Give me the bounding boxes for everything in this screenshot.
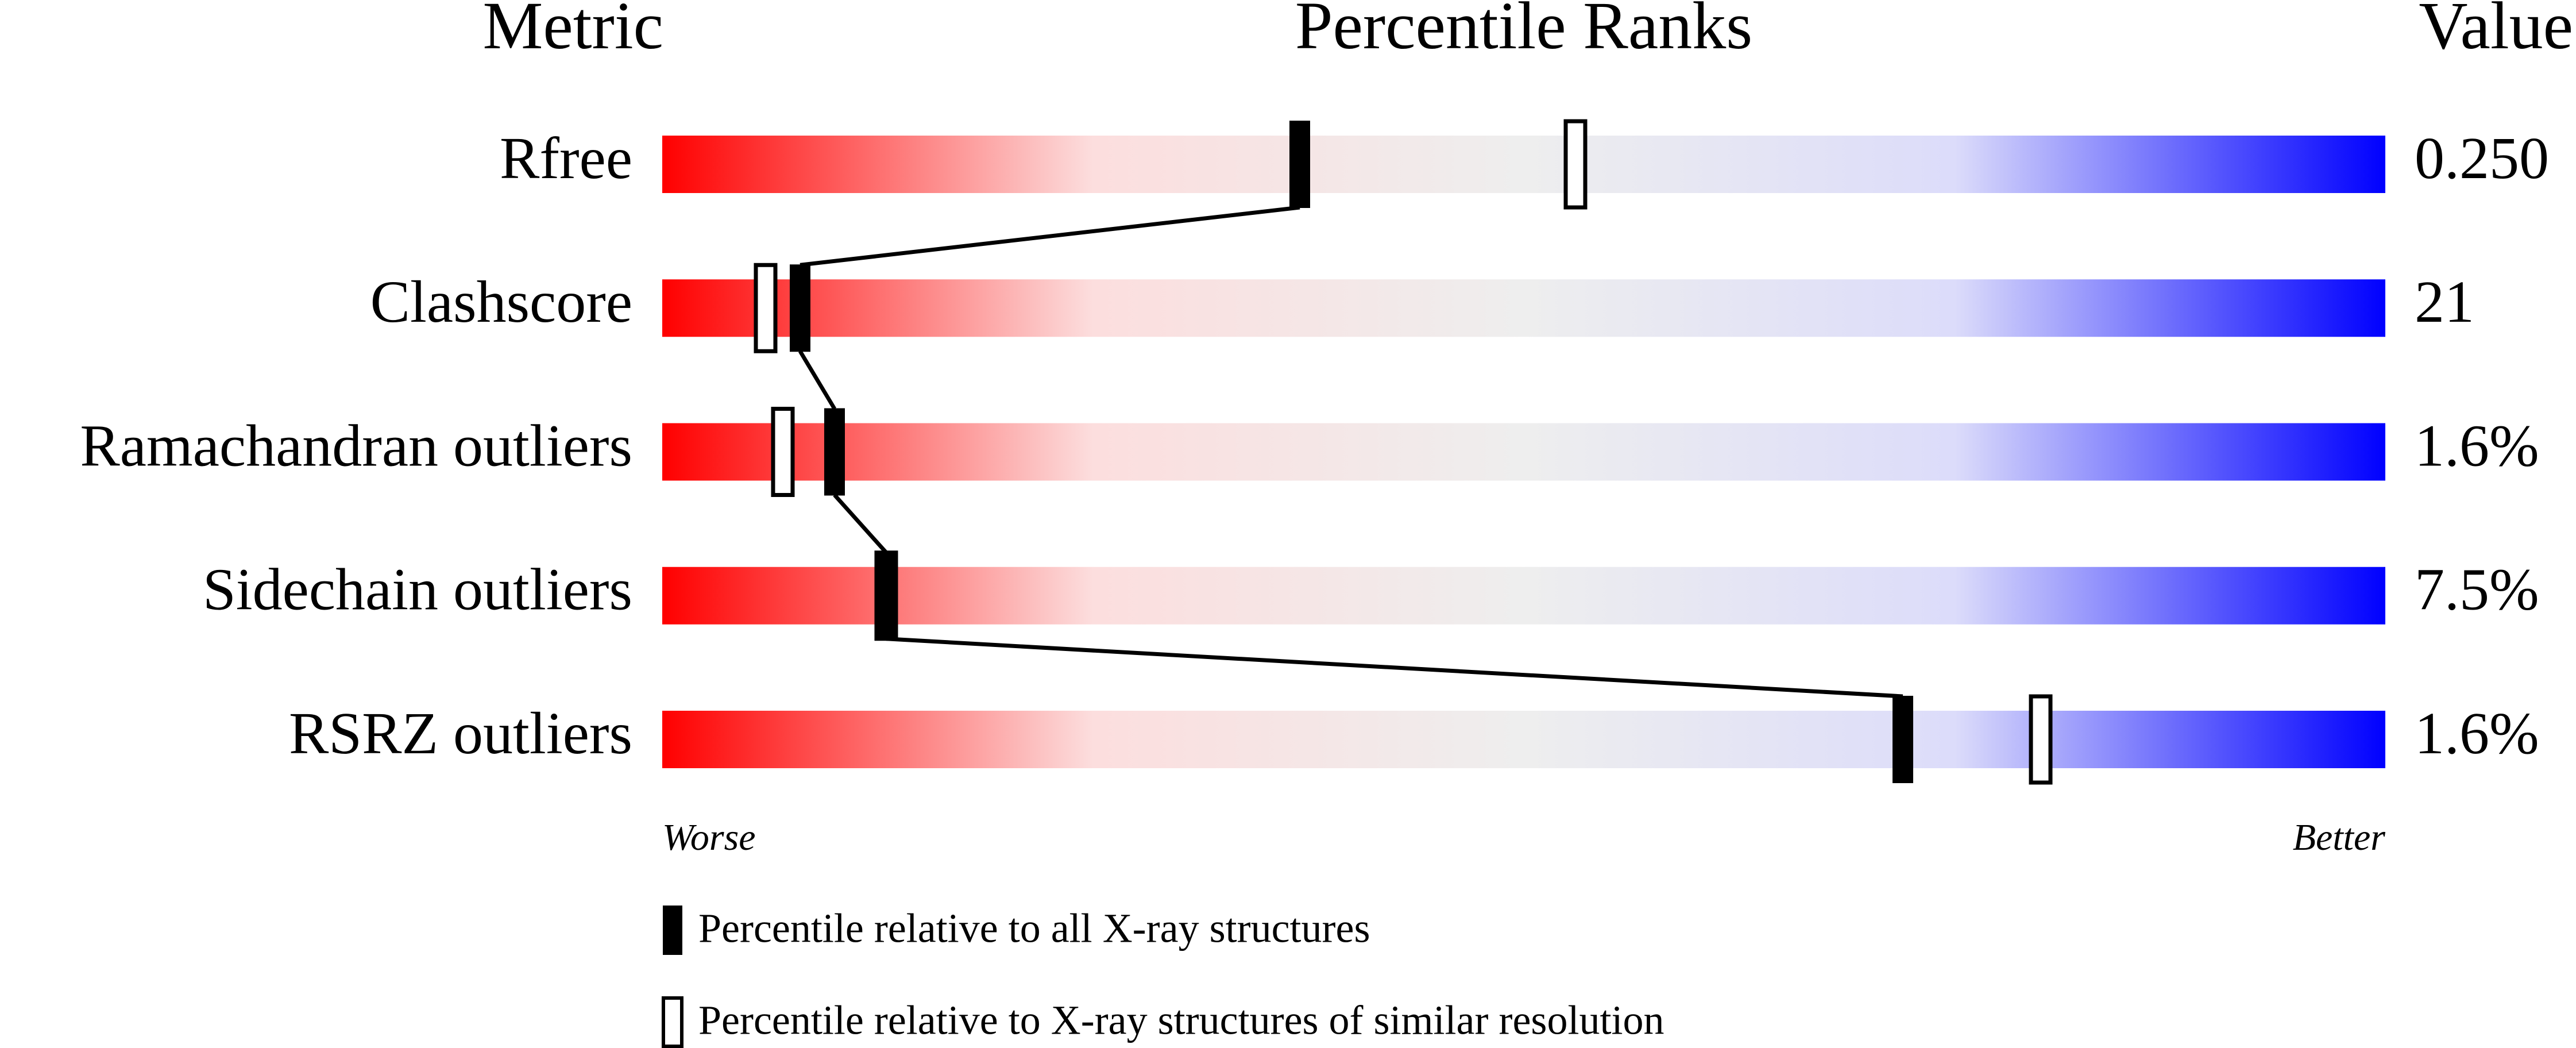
percentile-marker-similar: [2029, 694, 2053, 785]
column-title: Value: [2419, 0, 2573, 63]
metric-label: Ramachandran outliers: [80, 413, 632, 479]
metric-value: 1.6%: [2415, 700, 2539, 766]
legend-label: Percentile relative to all X-ray structu…: [698, 906, 1370, 951]
axis-high-label: Better: [2293, 816, 2386, 858]
metric-value: 0.250: [2415, 125, 2549, 191]
percentile-bar: [662, 711, 2385, 768]
metric-value: 21: [2415, 269, 2474, 335]
percentile-bar: [662, 279, 2385, 337]
percentile-bar: [662, 423, 2385, 481]
percentile-bar: [662, 136, 2385, 193]
metric-label: Rfree: [500, 125, 632, 191]
legend-label: Percentile relative to X-ray structures …: [698, 997, 1664, 1043]
percentile-marker-all: [824, 408, 845, 496]
axis-low-label: Worse: [662, 816, 756, 858]
percentile-marker-all: [1289, 121, 1310, 208]
metric-label: Clashscore: [370, 269, 632, 335]
column-title: Metric: [482, 0, 663, 63]
legend-swatch: [663, 906, 682, 955]
percentile-marker-similar: [1563, 119, 1588, 210]
metric-label: Sidechain outliers: [203, 557, 632, 623]
percentile-marker-all: [876, 552, 897, 639]
metric-value: 1.6%: [2415, 413, 2539, 479]
metric-label: RSRZ outliers: [289, 700, 632, 766]
percentile-bar: [662, 567, 2385, 625]
connector-line: [800, 205, 1300, 267]
percentile-marker-all: [790, 264, 810, 352]
metric-value: 7.5%: [2415, 557, 2539, 623]
legend-swatch: [662, 996, 683, 1048]
connector-line: [833, 494, 888, 554]
percentile-marker-similar: [771, 407, 795, 497]
percentile-marker-all: [1893, 696, 1913, 783]
connector-line: [798, 350, 837, 410]
percentile-marker-similar: [754, 263, 778, 353]
connector-line: [886, 637, 1903, 699]
chart-title: Percentile Ranks: [1295, 0, 1752, 63]
